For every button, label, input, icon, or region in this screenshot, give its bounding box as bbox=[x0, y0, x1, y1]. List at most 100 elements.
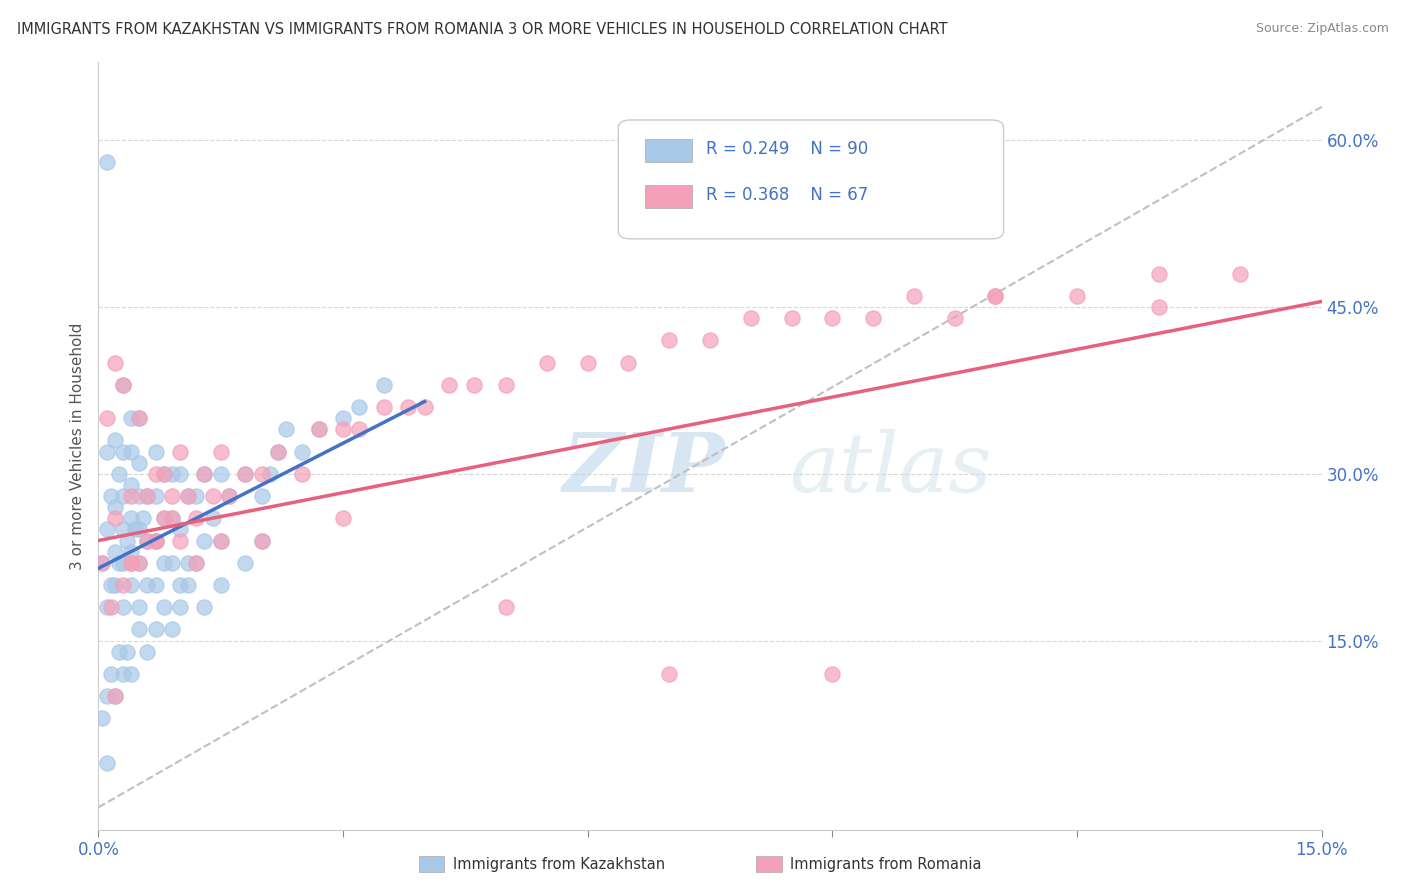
Point bbox=[111, 522, 134, 536]
Point bbox=[274, 422, 297, 436]
Point bbox=[201, 511, 224, 525]
Point bbox=[120, 667, 142, 681]
Point bbox=[128, 456, 150, 470]
FancyBboxPatch shape bbox=[645, 139, 692, 162]
Point bbox=[218, 489, 240, 503]
Point bbox=[115, 645, 138, 659]
Point bbox=[128, 600, 150, 615]
Point bbox=[100, 489, 122, 503]
Point bbox=[658, 667, 681, 681]
Point bbox=[160, 467, 183, 481]
Point bbox=[169, 522, 191, 536]
Point bbox=[145, 533, 167, 548]
Point bbox=[120, 556, 142, 570]
Point bbox=[136, 533, 159, 548]
Point bbox=[120, 544, 142, 558]
Point bbox=[145, 623, 167, 637]
Text: Source: ZipAtlas.com: Source: ZipAtlas.com bbox=[1256, 22, 1389, 36]
FancyBboxPatch shape bbox=[645, 186, 692, 208]
Point bbox=[495, 377, 517, 392]
Point bbox=[209, 533, 232, 548]
Point bbox=[111, 377, 134, 392]
Point bbox=[373, 377, 395, 392]
Point bbox=[96, 600, 118, 615]
Point bbox=[128, 556, 150, 570]
Point bbox=[201, 489, 224, 503]
Point bbox=[152, 467, 174, 481]
Point bbox=[152, 600, 174, 615]
Point bbox=[177, 556, 200, 570]
Point bbox=[152, 511, 174, 525]
Point bbox=[780, 311, 803, 326]
Y-axis label: 3 or more Vehicles in Household: 3 or more Vehicles in Household bbox=[69, 322, 84, 570]
Text: atlas: atlas bbox=[790, 429, 991, 509]
Point bbox=[145, 533, 167, 548]
Point bbox=[186, 511, 208, 525]
Point bbox=[193, 600, 215, 615]
Point bbox=[699, 334, 721, 348]
Point bbox=[128, 411, 150, 425]
Point bbox=[136, 489, 159, 503]
Point bbox=[111, 667, 134, 681]
Point bbox=[145, 467, 167, 481]
Point bbox=[308, 422, 330, 436]
Point bbox=[120, 489, 142, 503]
Point bbox=[218, 489, 240, 503]
Point bbox=[132, 511, 155, 525]
Point bbox=[145, 533, 167, 548]
Point bbox=[160, 623, 183, 637]
Point bbox=[120, 411, 142, 425]
Point bbox=[186, 556, 208, 570]
Point bbox=[145, 489, 167, 503]
Point bbox=[96, 444, 118, 458]
Point bbox=[267, 444, 290, 458]
Point bbox=[1147, 300, 1170, 314]
Point bbox=[115, 533, 138, 548]
Point bbox=[120, 478, 142, 492]
Point bbox=[186, 556, 208, 570]
Point bbox=[128, 556, 150, 570]
Point bbox=[332, 422, 354, 436]
Point bbox=[536, 356, 558, 370]
Point bbox=[152, 556, 174, 570]
Text: Immigrants from Romania: Immigrants from Romania bbox=[790, 857, 981, 871]
Point bbox=[136, 645, 159, 659]
Point bbox=[120, 556, 142, 570]
Point bbox=[349, 400, 371, 414]
Point bbox=[658, 334, 681, 348]
Point bbox=[104, 500, 127, 515]
Point bbox=[233, 556, 256, 570]
Point bbox=[96, 689, 118, 703]
Point bbox=[233, 467, 256, 481]
Point bbox=[1066, 289, 1088, 303]
Point bbox=[332, 511, 354, 525]
Point bbox=[152, 511, 174, 525]
Point bbox=[291, 444, 314, 458]
Point bbox=[821, 667, 844, 681]
Point bbox=[1229, 267, 1251, 281]
Point bbox=[821, 311, 844, 326]
Point bbox=[862, 311, 884, 326]
Point bbox=[136, 489, 159, 503]
Point bbox=[903, 289, 925, 303]
Point bbox=[984, 289, 1007, 303]
Text: R = 0.249    N = 90: R = 0.249 N = 90 bbox=[706, 140, 869, 158]
Point bbox=[96, 411, 118, 425]
Point bbox=[145, 578, 167, 592]
Point bbox=[128, 411, 150, 425]
Point bbox=[111, 444, 134, 458]
Point bbox=[160, 511, 183, 525]
Point bbox=[177, 578, 200, 592]
Point bbox=[120, 444, 142, 458]
Point bbox=[100, 600, 122, 615]
Point bbox=[373, 400, 395, 414]
Point bbox=[349, 422, 371, 436]
Point bbox=[259, 467, 281, 481]
Point bbox=[111, 600, 134, 615]
Point bbox=[136, 578, 159, 592]
Text: R = 0.368    N = 67: R = 0.368 N = 67 bbox=[706, 186, 869, 204]
Point bbox=[104, 511, 127, 525]
Point bbox=[124, 522, 146, 536]
Point bbox=[209, 578, 232, 592]
Point bbox=[96, 522, 118, 536]
